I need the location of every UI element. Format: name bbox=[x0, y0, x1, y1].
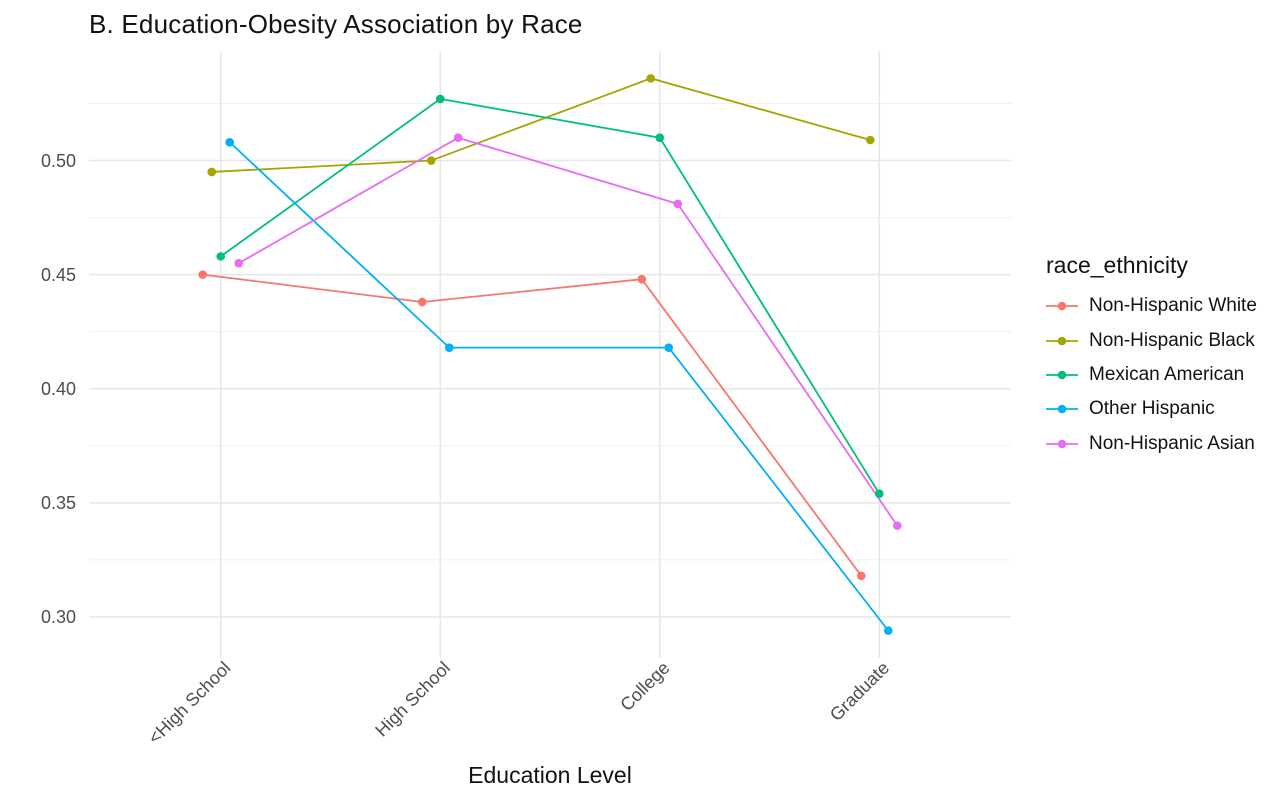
data-point bbox=[874, 489, 884, 498]
data-point bbox=[664, 343, 674, 352]
data-point bbox=[856, 571, 866, 581]
legend-key-icon bbox=[1046, 336, 1078, 345]
legend-key-point bbox=[1057, 439, 1067, 449]
legend-key-icon bbox=[1046, 301, 1078, 311]
legend-key-point bbox=[1057, 301, 1067, 311]
legend: race_ethnicity Non-Hispanic White Non-His… bbox=[1044, 252, 1257, 461]
legend-key-icon bbox=[1046, 405, 1078, 414]
legend-item-label: Other Hispanic bbox=[1089, 398, 1215, 420]
legend-item: Other Hispanic bbox=[1044, 392, 1257, 426]
y-tick-label: 0.45 bbox=[41, 265, 76, 285]
y-tick-label: 0.40 bbox=[41, 379, 76, 399]
legend-key-icon bbox=[1046, 370, 1078, 380]
legend-key-point bbox=[1057, 370, 1067, 380]
x-axis-title: Education Level bbox=[468, 762, 632, 788]
x-tick-label: High School bbox=[371, 658, 454, 741]
series-line bbox=[238, 136, 899, 527]
legend-item: Mexican American bbox=[1044, 358, 1257, 392]
y-tick-label: 0.35 bbox=[41, 493, 76, 513]
legend-title: race_ethnicity bbox=[1046, 252, 1188, 278]
x-tick-label: Graduate bbox=[826, 658, 893, 725]
y-tick-label: 0.30 bbox=[41, 607, 76, 627]
data-point bbox=[444, 343, 454, 352]
data-point bbox=[216, 252, 226, 261]
data-point bbox=[646, 74, 656, 83]
data-point bbox=[207, 167, 217, 177]
data-point bbox=[883, 626, 893, 635]
x-tick-label: <High School bbox=[144, 658, 234, 748]
data-point bbox=[417, 297, 427, 307]
data-point bbox=[225, 137, 235, 147]
data-point bbox=[426, 156, 436, 165]
data-point bbox=[673, 199, 683, 209]
legend-item: Non-Hispanic Black bbox=[1044, 323, 1257, 357]
legend-key-icon bbox=[1046, 439, 1078, 449]
data-point bbox=[892, 521, 902, 530]
data-point bbox=[198, 270, 208, 279]
legend-item-label: Non-Hispanic Asian bbox=[1089, 432, 1255, 454]
series-line bbox=[202, 273, 863, 577]
data-point bbox=[865, 135, 875, 145]
data-point bbox=[637, 274, 647, 284]
legend-key-point bbox=[1057, 405, 1067, 414]
legend-item-label: Mexican American bbox=[1089, 363, 1245, 385]
data-point bbox=[234, 258, 244, 268]
series-line bbox=[211, 77, 871, 173]
x-tick-label: College bbox=[616, 658, 673, 715]
legend-item-label: Non-Hispanic Black bbox=[1089, 329, 1255, 351]
plot-title: B. Education-Obesity Association by Race bbox=[89, 9, 583, 39]
data-point bbox=[453, 133, 463, 143]
legend-key-point bbox=[1057, 336, 1067, 345]
legend-item: Non-Hispanic Asian bbox=[1044, 427, 1257, 461]
legend-item-label: Non-Hispanic White bbox=[1089, 295, 1257, 317]
series-line bbox=[220, 97, 881, 495]
legend-item: Non-Hispanic White bbox=[1044, 289, 1257, 323]
legend-items: Non-Hispanic White Non-Hispanic Black Mexi… bbox=[1044, 289, 1257, 461]
series-line bbox=[229, 141, 889, 632]
data-point bbox=[435, 94, 445, 104]
data-point bbox=[655, 133, 665, 143]
y-tick-label: 0.50 bbox=[41, 151, 76, 171]
